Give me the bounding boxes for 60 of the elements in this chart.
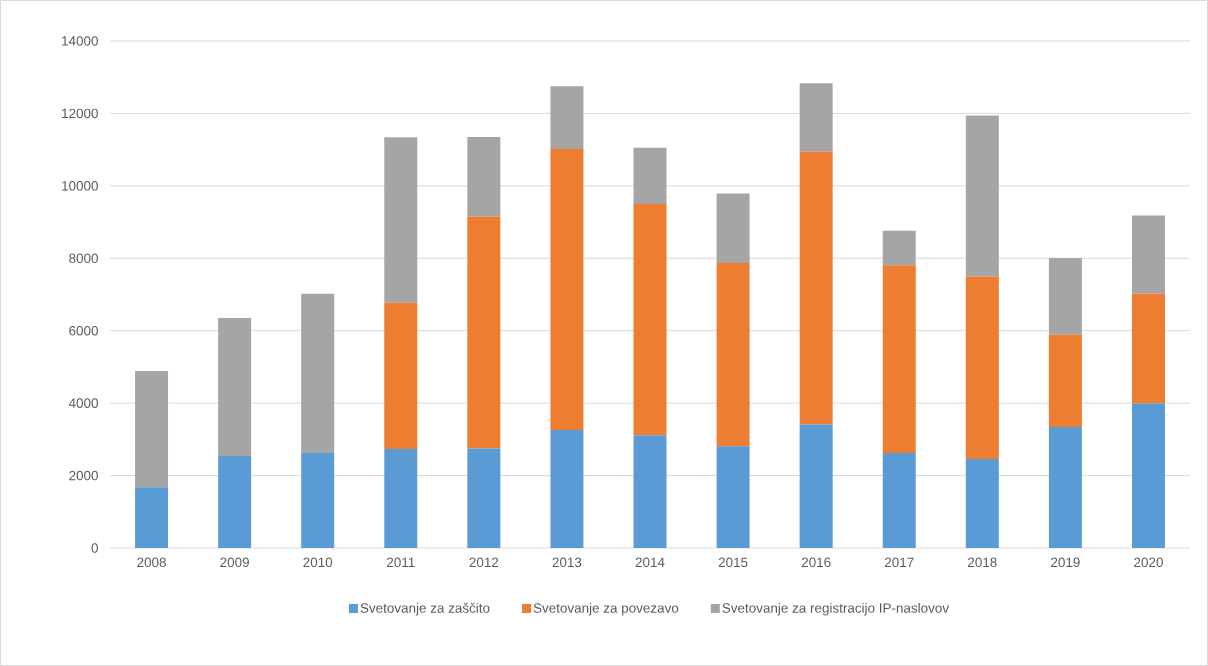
x-tick-label: 2009	[220, 557, 249, 568]
bar	[301, 293, 335, 454]
bar	[384, 302, 418, 450]
bar	[550, 148, 584, 430]
bar	[384, 137, 418, 303]
bar	[135, 487, 169, 548]
x-tick-label: 2013	[552, 557, 582, 568]
bar	[633, 203, 667, 436]
y-tick-label: 2000	[69, 470, 98, 481]
legend-label: Svetovanje za zaščito	[360, 602, 490, 616]
bar	[633, 147, 667, 204]
x-tick-label: 2011	[386, 557, 415, 568]
bar	[550, 86, 584, 149]
bar	[965, 276, 999, 459]
x-tick-label: 2015	[718, 557, 748, 568]
bar	[301, 453, 335, 548]
x-tick-label: 2016	[801, 557, 831, 568]
bar	[882, 453, 916, 548]
bar	[882, 230, 916, 266]
x-tick-label: 2008	[137, 557, 166, 568]
bar	[799, 151, 833, 425]
y-tick-label: 6000	[69, 325, 98, 336]
bar	[1131, 215, 1165, 294]
x-tick-label: 2017	[884, 557, 914, 568]
bar	[135, 370, 169, 488]
bar	[882, 265, 916, 454]
bar	[716, 446, 750, 548]
bar	[965, 115, 999, 277]
x-tick-label: 2018	[968, 557, 997, 568]
bar	[1048, 334, 1082, 428]
bar	[467, 136, 501, 217]
bar	[384, 449, 418, 548]
bar	[218, 456, 252, 548]
x-tick-label: 2012	[469, 557, 499, 568]
y-tick-label: 14000	[62, 36, 98, 46]
bar	[1048, 257, 1082, 335]
bar	[716, 193, 750, 263]
x-tick-label: 2020	[1134, 557, 1163, 568]
bar	[799, 424, 833, 548]
bar	[716, 262, 750, 447]
bar	[1131, 293, 1165, 404]
y-tick-label: 10000	[62, 181, 98, 191]
bar	[467, 216, 501, 449]
bar	[550, 429, 584, 548]
bar	[467, 448, 501, 548]
bar	[218, 318, 252, 456]
y-tick-label: 4000	[68, 398, 98, 408]
legend-label: Svetovanje za registracijo IP-naslovov	[722, 602, 949, 616]
bar	[965, 458, 999, 548]
x-tick-label: 2010	[303, 557, 333, 568]
x-tick-label: 2019	[1051, 557, 1080, 568]
x-tick-label: 2014	[635, 557, 665, 568]
y-tick-label: 8000	[69, 253, 98, 264]
bar	[1131, 403, 1165, 548]
bar	[1048, 427, 1082, 548]
y-tick-label: 12000	[62, 108, 98, 119]
bar	[633, 435, 667, 548]
bar	[799, 83, 833, 152]
legend-label: Svetovanje za povezavo	[533, 602, 679, 616]
y-tick-label: 0	[91, 543, 98, 553]
